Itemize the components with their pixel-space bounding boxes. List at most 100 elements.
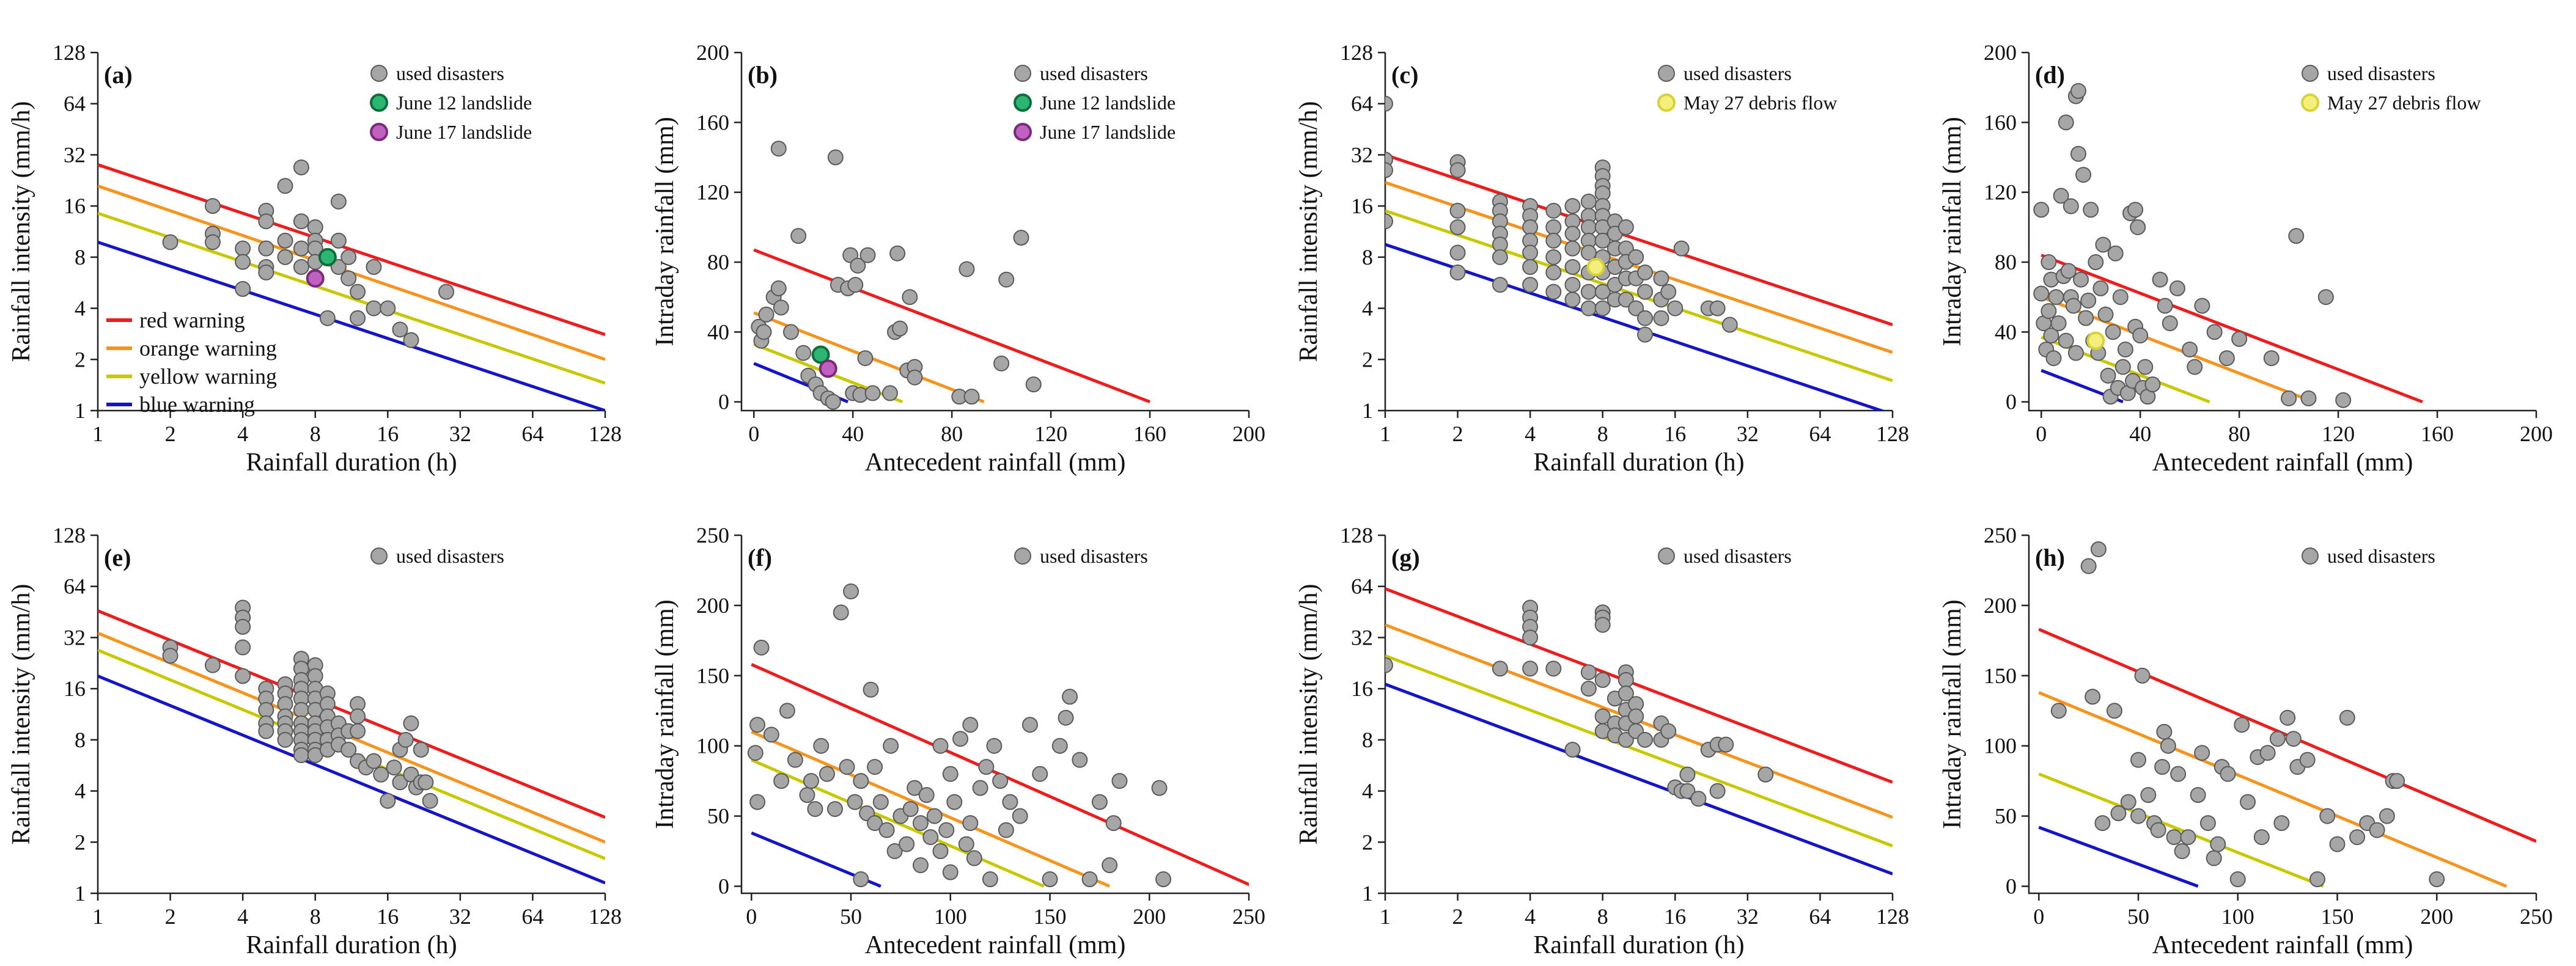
x-tick-label: 120 [1034,422,1067,446]
data-point [2389,773,2405,789]
data-point [986,737,1003,754]
data-point [952,731,969,747]
data-point [204,234,221,251]
yellow-warning-line [2038,772,2324,888]
chart-panel-e: 1 2 4 8 16 32 64 128 1 2 4 8 16 32 64 128 Rainfall durat… [7,523,622,959]
legend-marker-june17 [370,123,388,141]
x-tick-label: 200 [1232,422,1265,446]
data-point [1545,232,1562,249]
data-point [883,737,899,754]
data-point [1522,258,1539,275]
may27-point [1586,257,1605,276]
x-tick-label: 4 [1525,904,1536,929]
x-tick-label: 0 [2036,422,2047,446]
legend-marker-may27 [1657,93,1676,112]
data-point [162,234,178,251]
data-point [773,773,790,789]
y-tick-label: 160 [1984,110,2017,134]
data-point [932,737,949,754]
data-point [1679,766,1696,783]
data-point [857,350,874,367]
data-point [1013,230,1029,246]
data-point [2090,541,2107,557]
data-point [756,324,772,340]
y-tick-label: 8 [75,728,86,752]
data-point [1545,202,1562,219]
data-point [1580,244,1597,261]
chart-panel-g: 1 2 4 8 16 32 64 128 1 2 4 8 16 32 64 128 Rainfall durat… [1295,523,1909,959]
data-point [235,280,251,297]
x-tick-label: 50 [2127,904,2149,929]
data-point [872,794,889,810]
data-point [1637,264,1654,280]
data-point [886,843,903,860]
x-tick-label: 2 [165,904,176,929]
data-point [2105,324,2121,340]
data-point [392,321,408,338]
data-point [799,787,815,803]
data-point [2140,787,2157,803]
x-tick-label: 32 [1737,904,1759,929]
data-point [2300,390,2317,406]
orange-warning-line [2038,691,2508,888]
data-point [2092,280,2109,296]
data-point [1492,660,1508,677]
x-tick-label: 32 [449,422,471,446]
legend-label-june17: June 17 landslide [1040,121,1176,143]
data-point [763,726,779,743]
y-axis-label: Rainfall intensity (mm/h) [7,584,35,845]
data-point [438,284,455,300]
data-point [1594,300,1611,317]
red-warning-line [753,248,1150,404]
x-tick-label: 16 [1664,422,1686,446]
y-axis-label: Intraday rainfall (mm) [1938,117,1967,346]
data-point [2045,350,2062,367]
data-point [2180,829,2196,846]
data-point [1051,737,1068,754]
data-point [2097,306,2114,323]
y-tick-label: 250 [1984,523,2017,547]
data-point [1072,752,1088,768]
data-point [2060,263,2077,279]
data-point [2033,202,2050,218]
data-point [1522,660,1539,677]
data-point [1653,270,1669,287]
y-tick-label: 150 [696,664,729,688]
data-point [847,277,864,293]
data-point [2259,745,2276,761]
legend-marker-used [1014,65,1031,82]
data-point [1679,783,1696,799]
data-point [889,245,906,262]
data-point [1637,326,1654,343]
data-point [380,300,396,317]
data-point [1564,225,1581,242]
data-point [235,254,251,270]
y-tick-label: 128 [1340,40,1373,65]
data-point [1667,300,1684,317]
legend-label-blue-warning: blue warning [139,392,255,417]
axes-frame [2028,53,2536,412]
panel-label: (f) [748,544,772,571]
x-tick-label: 8 [1597,904,1608,929]
data-point [1637,310,1654,326]
x-tick-label: 200 [1133,904,1166,929]
data-point [963,389,980,405]
data-point [2319,808,2336,824]
legend-marker-used [370,547,388,565]
data-point [2041,303,2057,320]
data-point [1617,731,1634,748]
data-point [2194,298,2210,314]
data-point [942,864,959,880]
x-tick-label: 64 [521,422,543,446]
data-point [2080,558,2097,574]
data-point [1617,291,1634,308]
axes-frame [740,53,1249,412]
x-tick-label: 128 [589,904,622,929]
data-point [2317,289,2334,306]
data-point [1522,219,1539,235]
data-point [1617,685,1634,701]
data-point [2050,703,2067,719]
data-point [2058,114,2074,131]
x-tick-label: 8 [1597,422,1608,446]
data-point [1718,736,1734,753]
